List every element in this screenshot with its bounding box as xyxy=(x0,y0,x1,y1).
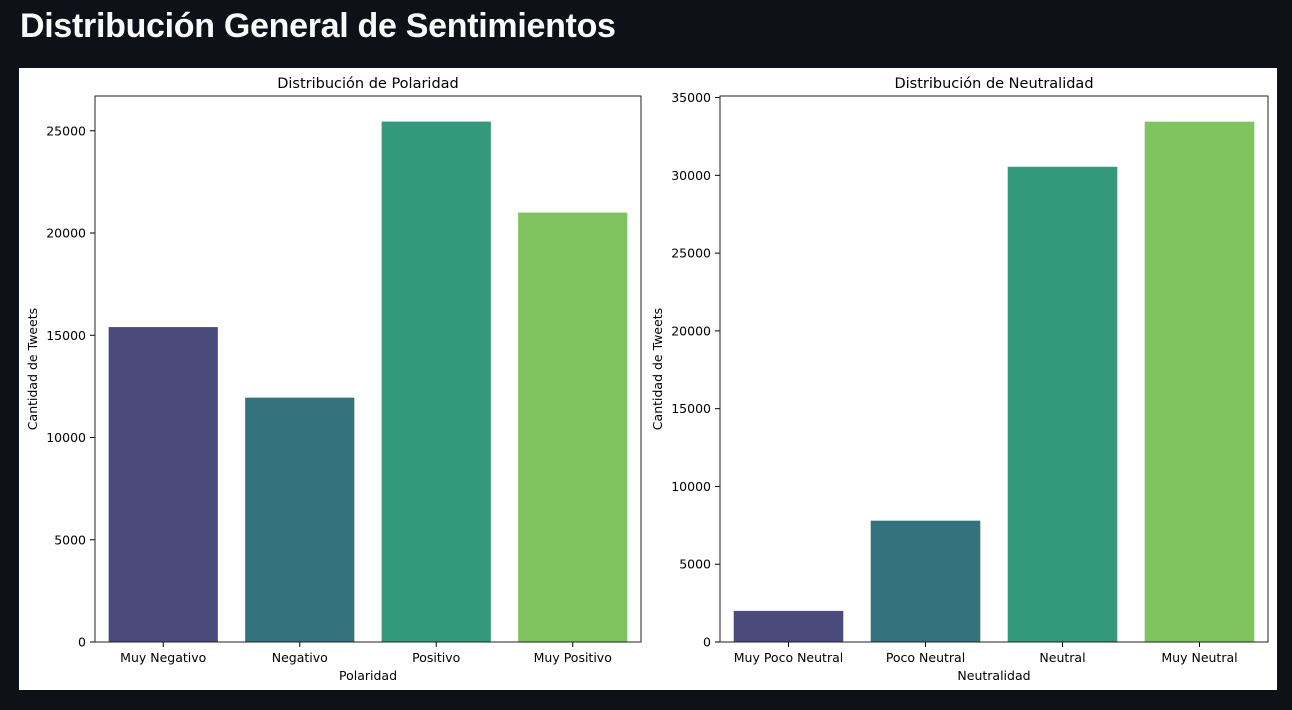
y-tick-label: 5000 xyxy=(54,532,86,547)
charts-svg: Distribución de Polaridad Muy Negativo Neg… xyxy=(25,76,1269,683)
y-axis-label: Cantidad de Tweets xyxy=(25,308,40,430)
y-tick-label: 5000 xyxy=(679,557,711,572)
bar-positivo xyxy=(381,121,491,643)
bar-muy-positivo xyxy=(518,212,628,642)
y-axis-label: Cantidad de Tweets xyxy=(650,308,665,430)
plot-frame xyxy=(719,95,1269,643)
x-axis-label: Neutralidad xyxy=(957,668,1030,683)
bar-muy-negativo xyxy=(108,327,218,642)
x-axis-label: Polaridad xyxy=(339,668,397,683)
x-tick-label: Positivo xyxy=(412,650,460,665)
chart-title: Distribución de Neutralidad xyxy=(894,76,1093,92)
x-tick-label: Muy Poco Neutral xyxy=(734,650,843,665)
x-tick-label: Muy Neutral xyxy=(1161,650,1237,665)
y-tick-label: 0 xyxy=(78,635,86,650)
bar-muy-poco-neutral xyxy=(733,610,844,642)
y-tick-label: 10000 xyxy=(46,430,86,445)
bar-negativo xyxy=(245,397,355,642)
bar-poco-neutral xyxy=(870,520,981,642)
x-tick-label: Muy Positivo xyxy=(534,650,612,665)
y-tick-label: 30000 xyxy=(671,168,711,183)
y-tick-label: 25000 xyxy=(46,123,86,138)
bar-muy-neutral xyxy=(1144,121,1255,642)
y-tick-label: 10000 xyxy=(671,479,711,494)
y-tick-label: 0 xyxy=(703,635,711,650)
x-tick-label: Neutral xyxy=(1039,650,1085,665)
x-tick-label: Poco Neutral xyxy=(886,650,965,665)
y-tick-label: 35000 xyxy=(671,90,711,105)
y-tick-label: 20000 xyxy=(46,226,86,241)
chart-title: Distribución de Polaridad xyxy=(277,76,459,92)
chart-figure: Distribución de Polaridad Muy Negativo Neg… xyxy=(19,68,1277,690)
y-tick-label: 15000 xyxy=(671,401,711,416)
y-tick-label: 20000 xyxy=(671,323,711,338)
bar-neutral xyxy=(1007,166,1118,642)
y-tick-label: 15000 xyxy=(46,328,86,343)
plot-frame xyxy=(94,95,642,643)
page-title: Distribución General de Sentimientos xyxy=(20,7,616,45)
y-tick-label: 25000 xyxy=(671,246,711,261)
x-tick-label: Muy Negativo xyxy=(120,650,206,665)
x-tick-label: Negativo xyxy=(272,650,328,665)
